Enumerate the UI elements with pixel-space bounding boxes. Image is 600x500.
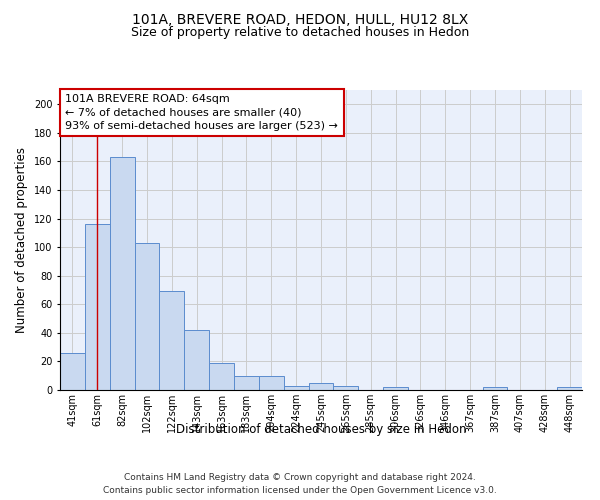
Text: Distribution of detached houses by size in Hedon: Distribution of detached houses by size …: [176, 422, 466, 436]
Text: 101A BREVERE ROAD: 64sqm
← 7% of detached houses are smaller (40)
93% of semi-de: 101A BREVERE ROAD: 64sqm ← 7% of detache…: [65, 94, 338, 131]
Bar: [334, 386, 358, 390]
Bar: [482, 387, 508, 390]
Bar: [134, 243, 160, 390]
Text: Contains HM Land Registry data © Crown copyright and database right 2024.
Contai: Contains HM Land Registry data © Crown c…: [103, 474, 497, 495]
Bar: [209, 363, 234, 390]
Text: Size of property relative to detached houses in Hedon: Size of property relative to detached ho…: [131, 26, 469, 39]
Bar: [60, 353, 85, 390]
Bar: [259, 376, 284, 390]
Bar: [184, 330, 209, 390]
Bar: [284, 386, 308, 390]
Bar: [383, 387, 408, 390]
Bar: [557, 387, 582, 390]
Bar: [110, 157, 134, 390]
Bar: [308, 383, 334, 390]
Bar: [160, 292, 184, 390]
Bar: [85, 224, 110, 390]
Y-axis label: Number of detached properties: Number of detached properties: [16, 147, 28, 333]
Text: 101A, BREVERE ROAD, HEDON, HULL, HU12 8LX: 101A, BREVERE ROAD, HEDON, HULL, HU12 8L…: [132, 12, 468, 26]
Bar: [234, 376, 259, 390]
